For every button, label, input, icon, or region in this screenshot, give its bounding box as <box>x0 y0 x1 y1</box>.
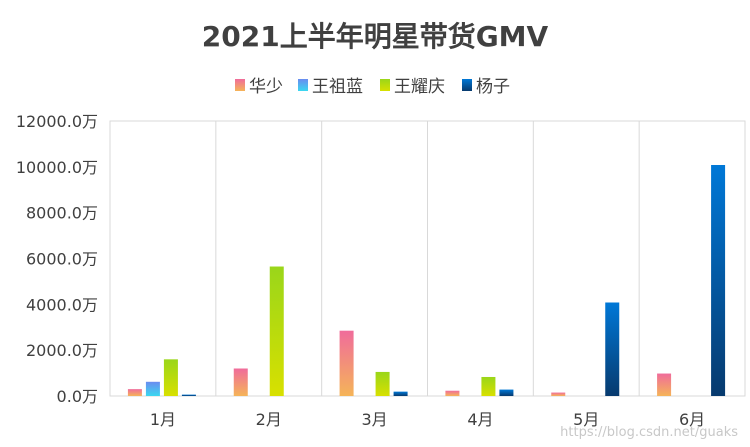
y-axis: 0.0万 2000.0万 4000.0万 6000.0万 8000.0万 10000.0万… <box>16 112 98 406</box>
bar <box>481 376 496 396</box>
legend: 华少 王祖蓝 王耀庆 杨子 <box>235 77 510 97</box>
bar <box>393 391 408 396</box>
y-tick-label: 4000.0万 <box>26 295 98 314</box>
legend-label: 王耀庆 <box>394 77 445 97</box>
y-tick-label: 10000.0万 <box>16 158 98 177</box>
y-tick-label: 12000.0万 <box>16 112 98 131</box>
legend-swatch <box>462 79 472 91</box>
x-tick-label: 1月 <box>150 410 176 429</box>
bar <box>145 381 160 396</box>
legend-swatch <box>380 79 390 91</box>
watermark: https://blog.csdn.net/guaks <box>560 425 738 440</box>
bar <box>233 368 248 396</box>
legend-label: 杨子 <box>476 77 510 97</box>
plot-area <box>109 120 746 397</box>
bar <box>605 302 620 396</box>
bar <box>375 371 390 396</box>
bar <box>499 389 514 396</box>
x-tick-label: 2月 <box>256 410 282 429</box>
x-tick-label: 4月 <box>467 410 493 429</box>
y-tick-label: 6000.0万 <box>26 250 98 269</box>
x-tick-label: 3月 <box>361 410 387 429</box>
legend-swatch <box>235 79 245 91</box>
bar <box>163 359 178 396</box>
bar <box>711 165 726 396</box>
y-tick-label: 8000.0万 <box>26 204 98 223</box>
bar <box>269 266 284 396</box>
legend-swatch <box>298 79 308 91</box>
x-axis: 1月 2月 3月 4月 5月 6月 <box>150 410 705 429</box>
bar <box>657 373 672 396</box>
y-tick-label: 0.0万 <box>57 387 98 406</box>
bar <box>181 394 196 396</box>
y-tick-label: 2000.0万 <box>26 341 98 360</box>
chart-title: 2021上半年明星带货GMV <box>202 20 549 53</box>
bar <box>551 392 566 396</box>
legend-label: 王祖蓝 <box>312 77 363 97</box>
x-tick-label: 6月 <box>679 410 705 429</box>
bar <box>445 390 460 396</box>
bar <box>127 389 142 396</box>
legend-label: 华少 <box>249 77 283 97</box>
x-tick-label: 5月 <box>573 410 599 429</box>
bar <box>339 330 354 396</box>
